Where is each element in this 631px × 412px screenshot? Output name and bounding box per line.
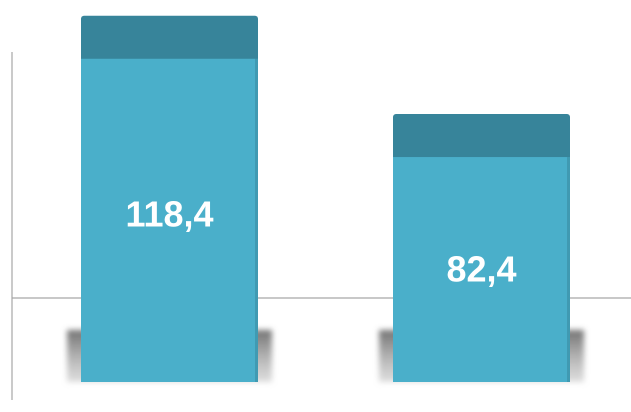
bar-edge (255, 58, 258, 382)
data-label: 118,4 (125, 194, 213, 235)
bar-top-face (81, 15, 258, 63)
bar-edge (567, 157, 570, 382)
bar-top-face (393, 114, 570, 162)
bar (81, 58, 258, 382)
bars-group: 118,4 82,4 (67, 15, 584, 382)
data-label: 82,4 (446, 249, 516, 290)
bar (393, 157, 570, 382)
